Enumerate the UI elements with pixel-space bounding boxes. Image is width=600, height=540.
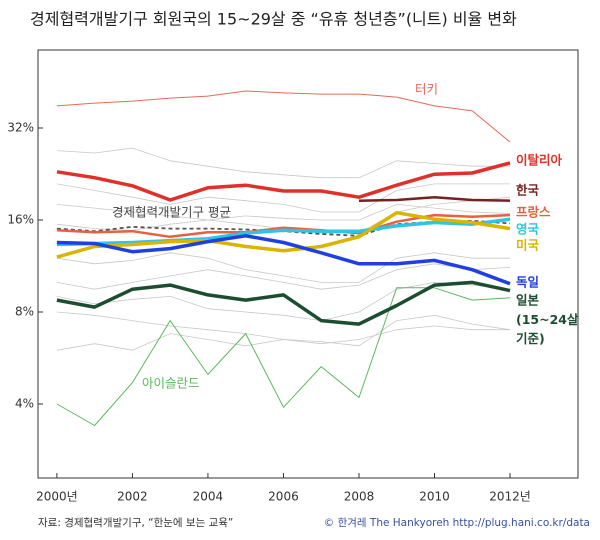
chart-title: 경제협력개발기구 회원국의 15~29살 중 “유휴 청년층”(니트) 비율 변… xyxy=(30,10,517,29)
series-line xyxy=(56,161,511,202)
series-line xyxy=(56,280,511,326)
series-label: 경제협력개발기구 평균 xyxy=(112,205,231,220)
y-tick-label: 4% xyxy=(15,396,34,410)
series-label: 터키 xyxy=(415,82,438,97)
credit: © 한겨레 The Hankyoreh http://plug.hani.co.… xyxy=(324,517,590,529)
x-tick-label: 2012년 xyxy=(489,490,531,504)
x-tick-label: 2006 xyxy=(268,490,299,504)
x-tick-label: 2004 xyxy=(193,490,224,504)
series-label: 아이슬란드 xyxy=(142,376,200,391)
series-label: 이탈리아 xyxy=(516,153,563,168)
y-tick-label: 8% xyxy=(15,304,34,318)
series-label: 한국 xyxy=(516,183,540,198)
series-line xyxy=(56,282,511,321)
series-label: 프랑스 xyxy=(516,205,551,220)
series-line xyxy=(56,210,511,259)
plot-frame xyxy=(37,49,579,479)
series-line xyxy=(56,287,511,426)
series-line xyxy=(56,213,511,239)
series-line xyxy=(56,252,510,283)
x-tick-label: 2010 xyxy=(419,490,450,504)
series-line xyxy=(56,234,511,286)
series-line xyxy=(56,217,511,247)
series-label: 미국 xyxy=(516,238,540,253)
series-line xyxy=(358,195,511,202)
series-line xyxy=(56,90,511,143)
series-line xyxy=(56,183,510,213)
x-tick-label: 2008 xyxy=(344,490,375,504)
series-line xyxy=(56,314,511,351)
x-tick-label: 2002 xyxy=(117,490,148,504)
series-note: (15~24살 기준) xyxy=(516,312,579,346)
series-line xyxy=(56,263,511,290)
series-label: 영국 xyxy=(516,222,540,237)
series-label: 독일 xyxy=(516,275,539,290)
series-line xyxy=(56,147,510,179)
x-tick-label: 2000년 xyxy=(36,490,78,504)
y-tick-label: 32% xyxy=(7,121,34,135)
y-tick-label: 16% xyxy=(7,212,34,226)
source: 자료: 경제협력개발기구, “한눈에 보는 교육” xyxy=(38,516,233,529)
series-label: 일본 xyxy=(516,293,540,308)
